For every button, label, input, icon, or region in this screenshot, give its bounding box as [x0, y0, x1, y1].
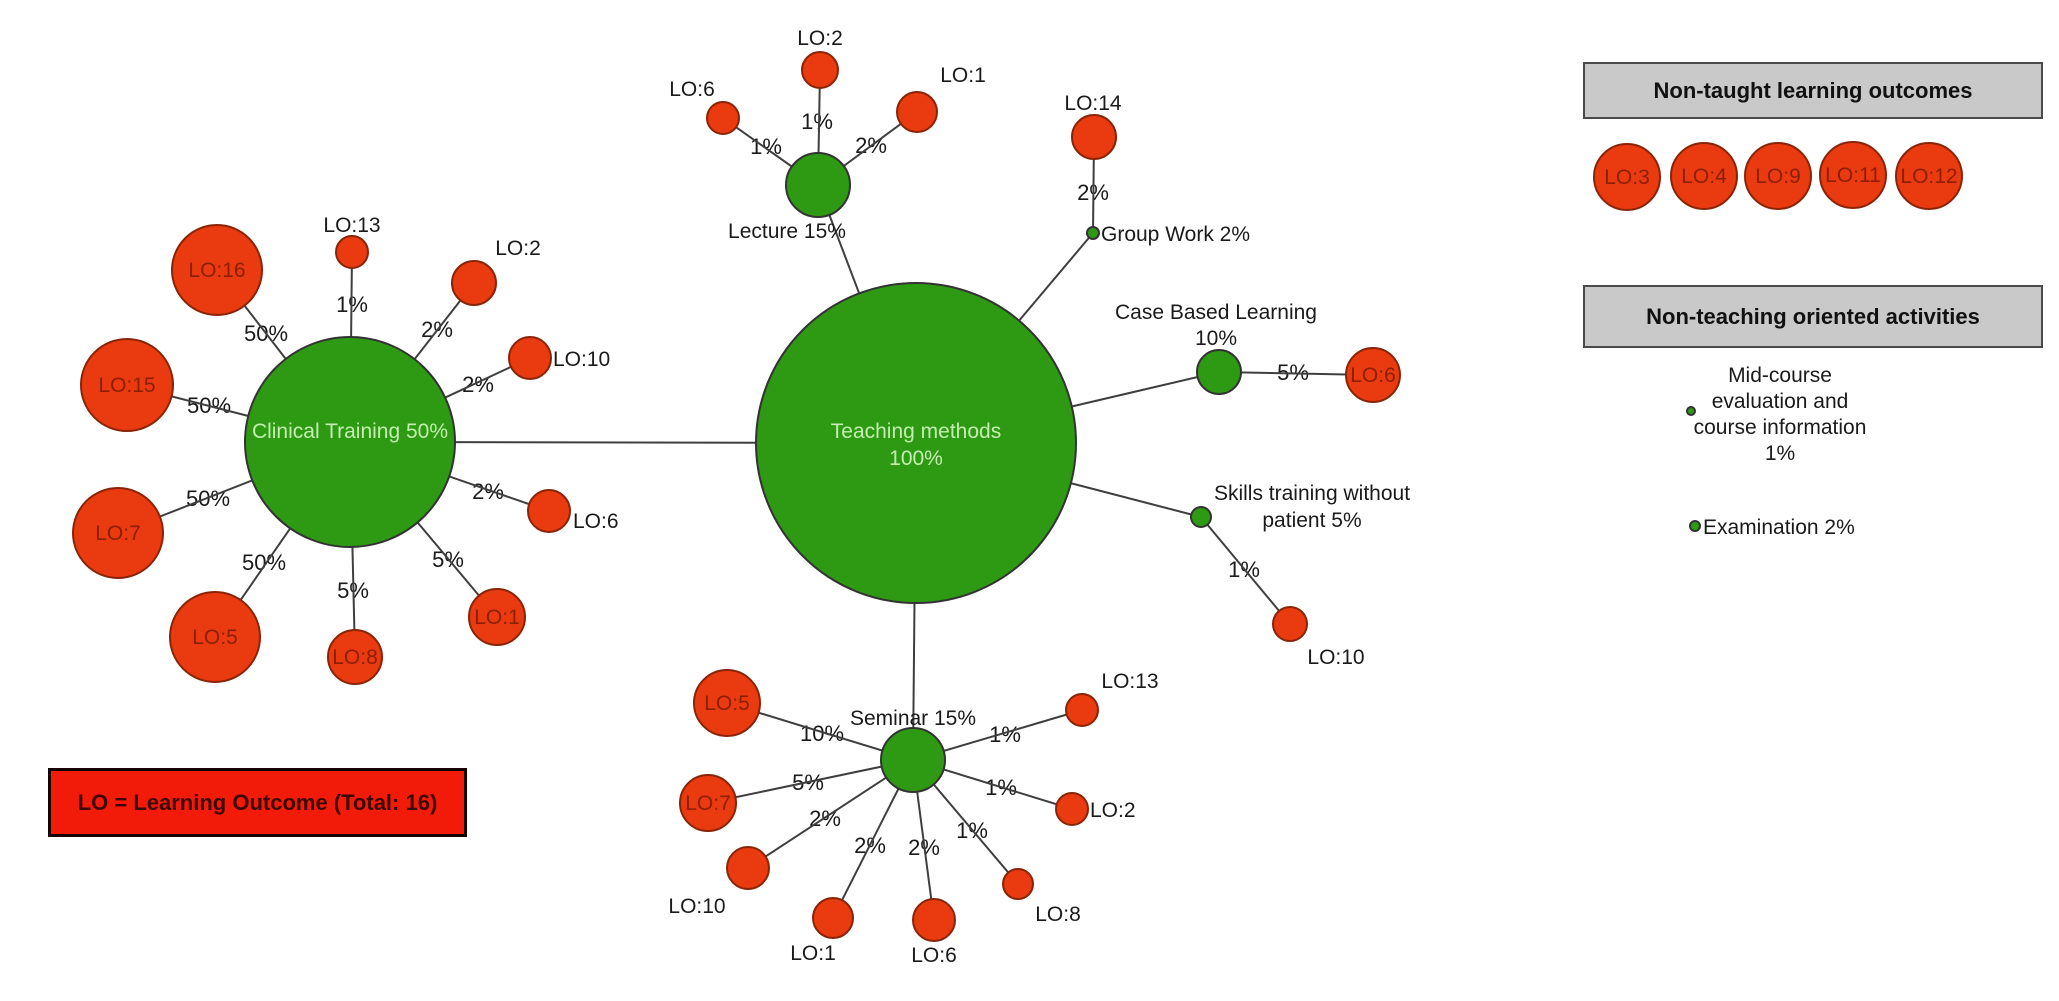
- nontaught-lo3-label: LO:3: [1604, 166, 1650, 189]
- seminar-lo5-label: LO:5: [704, 692, 750, 715]
- node-labels: Teaching methods 100% Clinical Training 50…: [95, 27, 1957, 967]
- node-clinical-lo2: [451, 260, 497, 306]
- node-clinical-lo16: [171, 224, 263, 316]
- group-work-label: Group Work 2%: [1101, 223, 1250, 246]
- midcourse-evaluation-label: Mid-course evaluation and course informati…: [1694, 364, 1867, 465]
- node-lecture-lo6: [706, 101, 740, 135]
- clinical-lo5-label: LO:5: [192, 626, 238, 649]
- node-midcourse-evaluation: [1686, 406, 1696, 416]
- node-nontaught-lo4: [1670, 142, 1738, 210]
- lo-legend-box: LO = Learning Outcome (Total: 16): [48, 768, 467, 837]
- case-based-learning-label: Case Based Learning 10%: [1115, 301, 1317, 350]
- node-seminar-lo6: [912, 898, 956, 942]
- node-seminar-lo13: [1065, 693, 1099, 727]
- clinical-lo16-label: LO:16: [188, 259, 245, 282]
- node-nontaught-lo12: [1895, 142, 1963, 210]
- nontaught-lo11-label: LO:11: [1825, 164, 1881, 187]
- node-seminar-lo5: [693, 669, 761, 737]
- nontaught-lo4-label: LO:4: [1681, 165, 1727, 188]
- node-clinical-lo1: [468, 588, 526, 646]
- node-nontaught-lo11: [1819, 141, 1887, 209]
- non-teaching-oriented-activities-header: Non-teaching oriented activities: [1583, 285, 2043, 348]
- clinical-lo7-label: LO:7: [95, 522, 141, 545]
- node-lecture-lo1: [896, 91, 938, 133]
- seminar-label: Seminar 15%: [850, 707, 976, 730]
- edge-label-lecture-lecture-lo2: 1%: [801, 109, 833, 134]
- edge-label-clinical-training-clinical-lo6: 2%: [472, 479, 504, 504]
- node-examination: [1689, 520, 1701, 532]
- lecture-lo6-label: LO:6: [669, 78, 715, 101]
- teaching-methods-label: Teaching methods 100%: [831, 420, 1001, 470]
- lecture-label: Lecture 15%: [728, 220, 846, 243]
- skills-lo10-label: LO:10: [1307, 646, 1364, 669]
- seminar-lo8-label: LO:8: [1035, 903, 1081, 926]
- edge-label-clinical-training-clinical-lo10: 2%: [462, 372, 494, 397]
- node-clinical-lo7: [72, 487, 164, 579]
- nontaught-lo9-label: LO:9: [1755, 165, 1801, 188]
- clinical-lo8-label: LO:8: [332, 646, 378, 669]
- node-clinical-lo10: [508, 336, 552, 380]
- node-skills-training: [1190, 506, 1212, 528]
- skills-training-label: Skills training without patient 5%: [1214, 482, 1410, 532]
- node-seminar-lo10: [726, 846, 770, 890]
- seminar-lo13-label: LO:13: [1101, 670, 1158, 693]
- seminar-lo7-label: LO:7: [685, 792, 731, 815]
- node-seminar-lo8: [1002, 868, 1034, 900]
- node-clinical-training: [244, 336, 456, 548]
- clinical-lo15-label: LO:15: [98, 374, 155, 397]
- node-cbl-lo6: [1345, 347, 1401, 403]
- node-skills-lo10: [1272, 606, 1308, 642]
- node-group-work: [1086, 226, 1100, 240]
- examination-label: Examination 2%: [1703, 516, 1855, 539]
- edge-seminar-seminar-lo7: [707, 759, 914, 804]
- cbl-lo6-label: LO:6: [1350, 364, 1396, 387]
- lo14-label: LO:14: [1064, 92, 1122, 115]
- node-seminar-lo7: [679, 774, 737, 832]
- node-clinical-lo15: [80, 338, 174, 432]
- seminar-lo1-label: LO:1: [790, 942, 836, 965]
- node-lo14: [1071, 114, 1117, 160]
- clinical-lo6-label: LO:6: [573, 510, 619, 533]
- node-clinical-lo6: [527, 489, 571, 533]
- edge-label-clinical-training-clinical-lo5: 50%: [242, 550, 286, 575]
- clinical-lo13-label: LO:13: [323, 214, 380, 237]
- seminar-lo6-label: LO:6: [911, 944, 957, 967]
- node-seminar: [880, 727, 946, 793]
- edge-label-seminar-seminar-lo5: 10%: [800, 721, 844, 746]
- node-clinical-lo5: [169, 591, 261, 683]
- node-teaching-methods: [755, 282, 1077, 604]
- non-taught-learning-outcomes-header: Non-taught learning outcomes: [1583, 62, 2043, 119]
- clinical-lo1-label: LO:1: [474, 606, 520, 629]
- node-nontaught-lo3: [1593, 143, 1661, 211]
- node-lecture-lo2: [801, 51, 839, 89]
- node-seminar-lo1: [812, 897, 854, 939]
- node-clinical-lo8: [327, 629, 383, 685]
- clinical-lo2-label: LO:2: [495, 237, 541, 260]
- node-clinical-lo13: [335, 235, 369, 269]
- seminar-lo10-label: LO:10: [668, 895, 725, 918]
- edge-skills-training-skills-lo10: [1200, 516, 1291, 625]
- nodes: [72, 51, 1963, 942]
- node-case-based-learning: [1196, 349, 1242, 395]
- lecture-lo1-label: LO:1: [940, 64, 986, 87]
- node-lecture: [785, 152, 851, 218]
- clinical-training-label: Clinical Training 50%: [252, 420, 448, 443]
- edge-label-seminar-seminar-lo13: 1%: [989, 722, 1021, 747]
- node-nontaught-lo9: [1744, 142, 1812, 210]
- clinical-lo10-label: LO:10: [553, 348, 610, 371]
- seminar-lo2-label: LO:2: [1090, 799, 1136, 822]
- node-seminar-lo2: [1055, 792, 1089, 826]
- lecture-lo2-label: LO:2: [797, 27, 843, 50]
- nontaught-lo12-label: LO:12: [1900, 165, 1957, 188]
